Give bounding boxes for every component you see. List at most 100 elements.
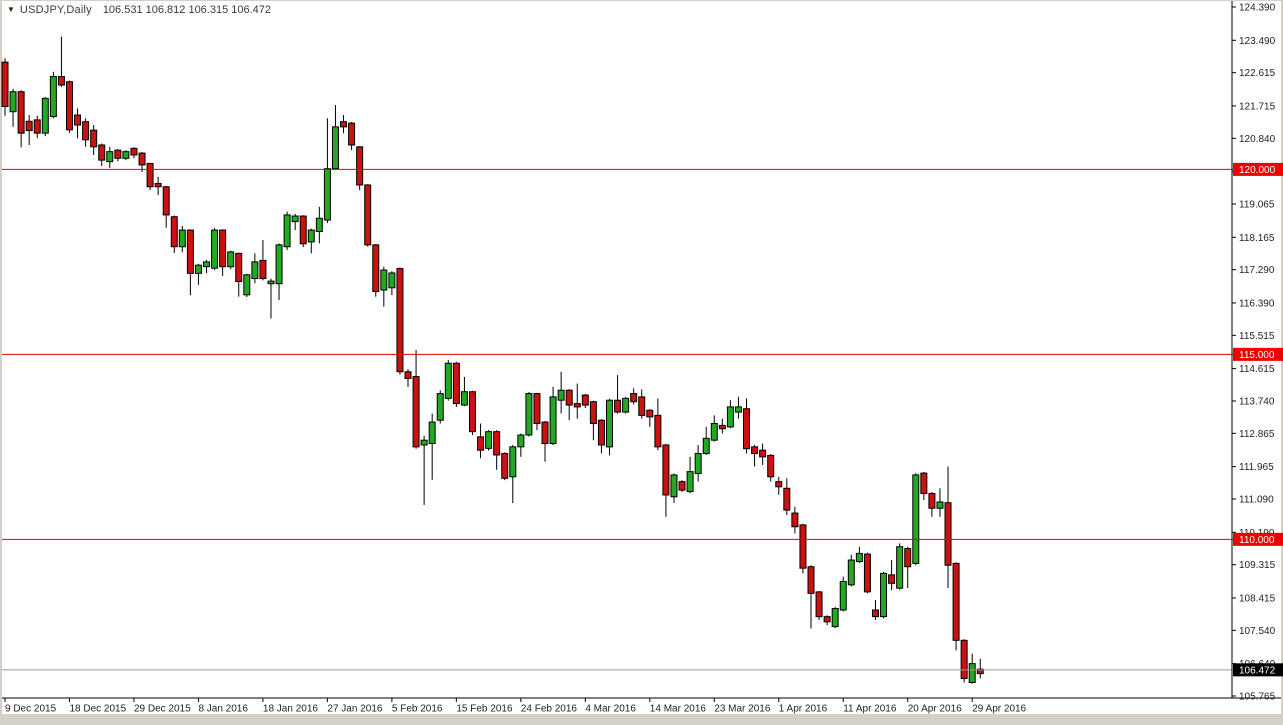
candle-body <box>549 396 557 445</box>
candle-body <box>541 421 549 445</box>
candle-body <box>25 120 33 132</box>
candle-body <box>340 121 348 128</box>
candle-body <box>65 81 73 131</box>
candle-body <box>146 162 154 188</box>
candle-body <box>485 431 493 449</box>
candle-body <box>509 446 517 478</box>
candle-body <box>428 421 436 445</box>
price-tick-label: 111.965 <box>1239 462 1274 473</box>
candle-body <box>734 406 742 413</box>
price-tick-label: 121.715 <box>1239 101 1276 112</box>
candle-body <box>807 566 815 594</box>
date-tick-label: 4 Mar 2016 <box>585 704 636 715</box>
candle-body <box>33 119 41 134</box>
candle-body <box>960 639 968 679</box>
candle-body <box>477 436 485 451</box>
candle-body <box>203 261 210 268</box>
candle-body <box>130 147 138 156</box>
candle-body <box>767 454 775 478</box>
date-tick-label: 14 Mar 2016 <box>650 704 707 715</box>
candle-body <box>710 423 718 441</box>
candle-body <box>904 548 912 568</box>
candle-body <box>154 182 162 188</box>
date-tick-label: 18 Jan 2016 <box>263 704 318 715</box>
date-tick-label: 9 Dec 2015 <box>5 704 57 715</box>
price-tick-label: 123.490 <box>1239 36 1276 47</box>
level-price-tag-label: 115.000 <box>1239 350 1275 361</box>
date-tick-label: 8 Jan 2016 <box>198 704 248 715</box>
candle-body <box>597 419 605 446</box>
candle-body <box>235 252 243 282</box>
candle-body <box>396 268 404 373</box>
price-tick-label: 118.165 <box>1239 233 1275 244</box>
candle-body <box>952 562 960 641</box>
candle-body <box>525 393 533 436</box>
candle-body <box>41 97 49 134</box>
candle-body <box>291 215 299 223</box>
candle-body <box>90 129 98 148</box>
candle-body <box>114 149 122 159</box>
candle-body <box>452 362 460 405</box>
candle-body <box>219 229 227 268</box>
candle-body <box>315 217 323 233</box>
level-price-tag <box>1233 532 1283 546</box>
date-tick-label: 20 Apr 2016 <box>908 704 962 715</box>
candle-body <box>170 216 178 248</box>
price-tick-label: 122.615 <box>1239 68 1276 79</box>
candle-body <box>589 401 597 425</box>
candle-body <box>944 502 952 566</box>
chart-ohlc-readout: 106.531 106.812 106.315 106.472 <box>102 4 272 16</box>
price-tick-label: 117.290 <box>1239 265 1275 276</box>
price-tick-label: 109.315 <box>1239 560 1276 571</box>
candle-body <box>211 229 219 269</box>
level-price-tag <box>1233 347 1283 361</box>
candle-body <box>420 439 428 446</box>
candle-body <box>1 61 9 108</box>
candle-body <box>517 434 525 448</box>
candle-body <box>565 389 573 406</box>
chart-symbol-period: USDJPY,Daily <box>19 4 92 16</box>
candle-body <box>444 362 452 399</box>
candle-body <box>815 591 823 618</box>
candle-body <box>49 76 57 117</box>
candle-body <box>251 261 259 280</box>
candle-body <box>654 414 662 448</box>
current-price-tag <box>1233 663 1283 677</box>
date-tick-label: 27 Jan 2016 <box>327 704 382 715</box>
candle-body <box>436 393 444 421</box>
date-tick-label: 11 Apr 2016 <box>843 704 897 715</box>
candle-body <box>178 229 186 248</box>
candle-body <box>936 501 944 509</box>
candle-body <box>356 146 364 186</box>
candle-body <box>694 453 702 474</box>
candle-body <box>718 424 726 430</box>
candle-body <box>896 546 904 589</box>
price-tick-label: 111.090 <box>1239 495 1274 506</box>
date-tick-label: 24 Feb 2016 <box>521 704 578 715</box>
date-tick-label: 15 Feb 2016 <box>456 704 513 715</box>
symbol-dropdown-icon[interactable]: ▼ <box>7 5 15 14</box>
candle-body <box>460 391 468 406</box>
candle-body <box>283 214 291 248</box>
candle-body <box>364 184 372 246</box>
candle-body <box>331 126 339 170</box>
candle-body <box>775 481 783 488</box>
candle-body <box>912 474 920 564</box>
candle-body <box>968 663 976 683</box>
candle-body <box>82 121 90 141</box>
candle-body <box>759 449 767 458</box>
price-tick-label: 116.390 <box>1239 298 1275 309</box>
candle-body <box>17 91 25 134</box>
price-tick-label: 114.615 <box>1239 364 1275 375</box>
date-tick-label: 18 Dec 2015 <box>69 704 126 715</box>
candle-body <box>799 524 807 569</box>
candle-body <box>976 668 984 675</box>
candle-body <box>638 396 646 416</box>
candle-body <box>791 512 799 528</box>
candle-body <box>581 394 589 406</box>
candle-body <box>57 76 65 86</box>
candle-body <box>726 406 734 428</box>
date-tick-label: 5 Feb 2016 <box>392 704 443 715</box>
